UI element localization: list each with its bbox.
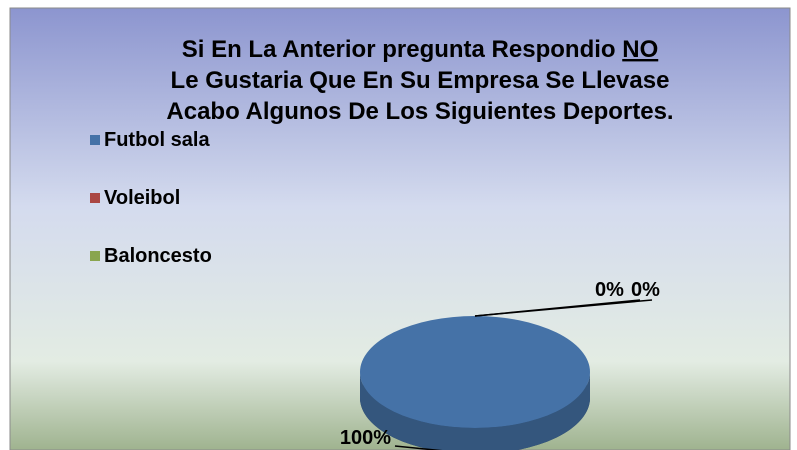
title-emphasis: NO (622, 36, 658, 63)
title-text: Si En La Anterior pregunta Respondio (182, 36, 616, 63)
pie-side-band (360, 372, 590, 450)
title-line: Si En La Anterior pregunta Respondio NO (182, 36, 658, 63)
title-line: Le Gustaria Que En Su Empresa Se Llevase (171, 67, 670, 94)
legend-swatch (90, 135, 100, 145)
title-space (616, 36, 623, 63)
leader-line (474, 299, 653, 317)
title-line: Acabo Algunos De Los Siguientes Deportes… (166, 98, 673, 125)
legend-swatch (90, 193, 100, 203)
legend-label: Baloncesto (104, 245, 212, 267)
title-text: Acabo Algunos De Los Siguientes Deportes… (166, 98, 673, 125)
data-label: 100% (340, 427, 391, 449)
leader-line (394, 445, 443, 450)
chart-title: Si En La Anterior pregunta Respondio NO L… (166, 36, 673, 125)
legend-label: Voleibol (104, 187, 180, 209)
legend-label: Futbol sala (104, 129, 210, 151)
data-label: 0% (631, 279, 660, 301)
legend: Futbol sala Voleibol Baloncesto (90, 129, 212, 267)
pie-slice (360, 316, 590, 428)
pie: 100% 0% 0% (340, 279, 660, 450)
title-text: Le Gustaria Que En Su Empresa Se Llevase (171, 67, 670, 94)
legend-swatch (90, 251, 100, 261)
data-label: 0% (595, 279, 624, 301)
